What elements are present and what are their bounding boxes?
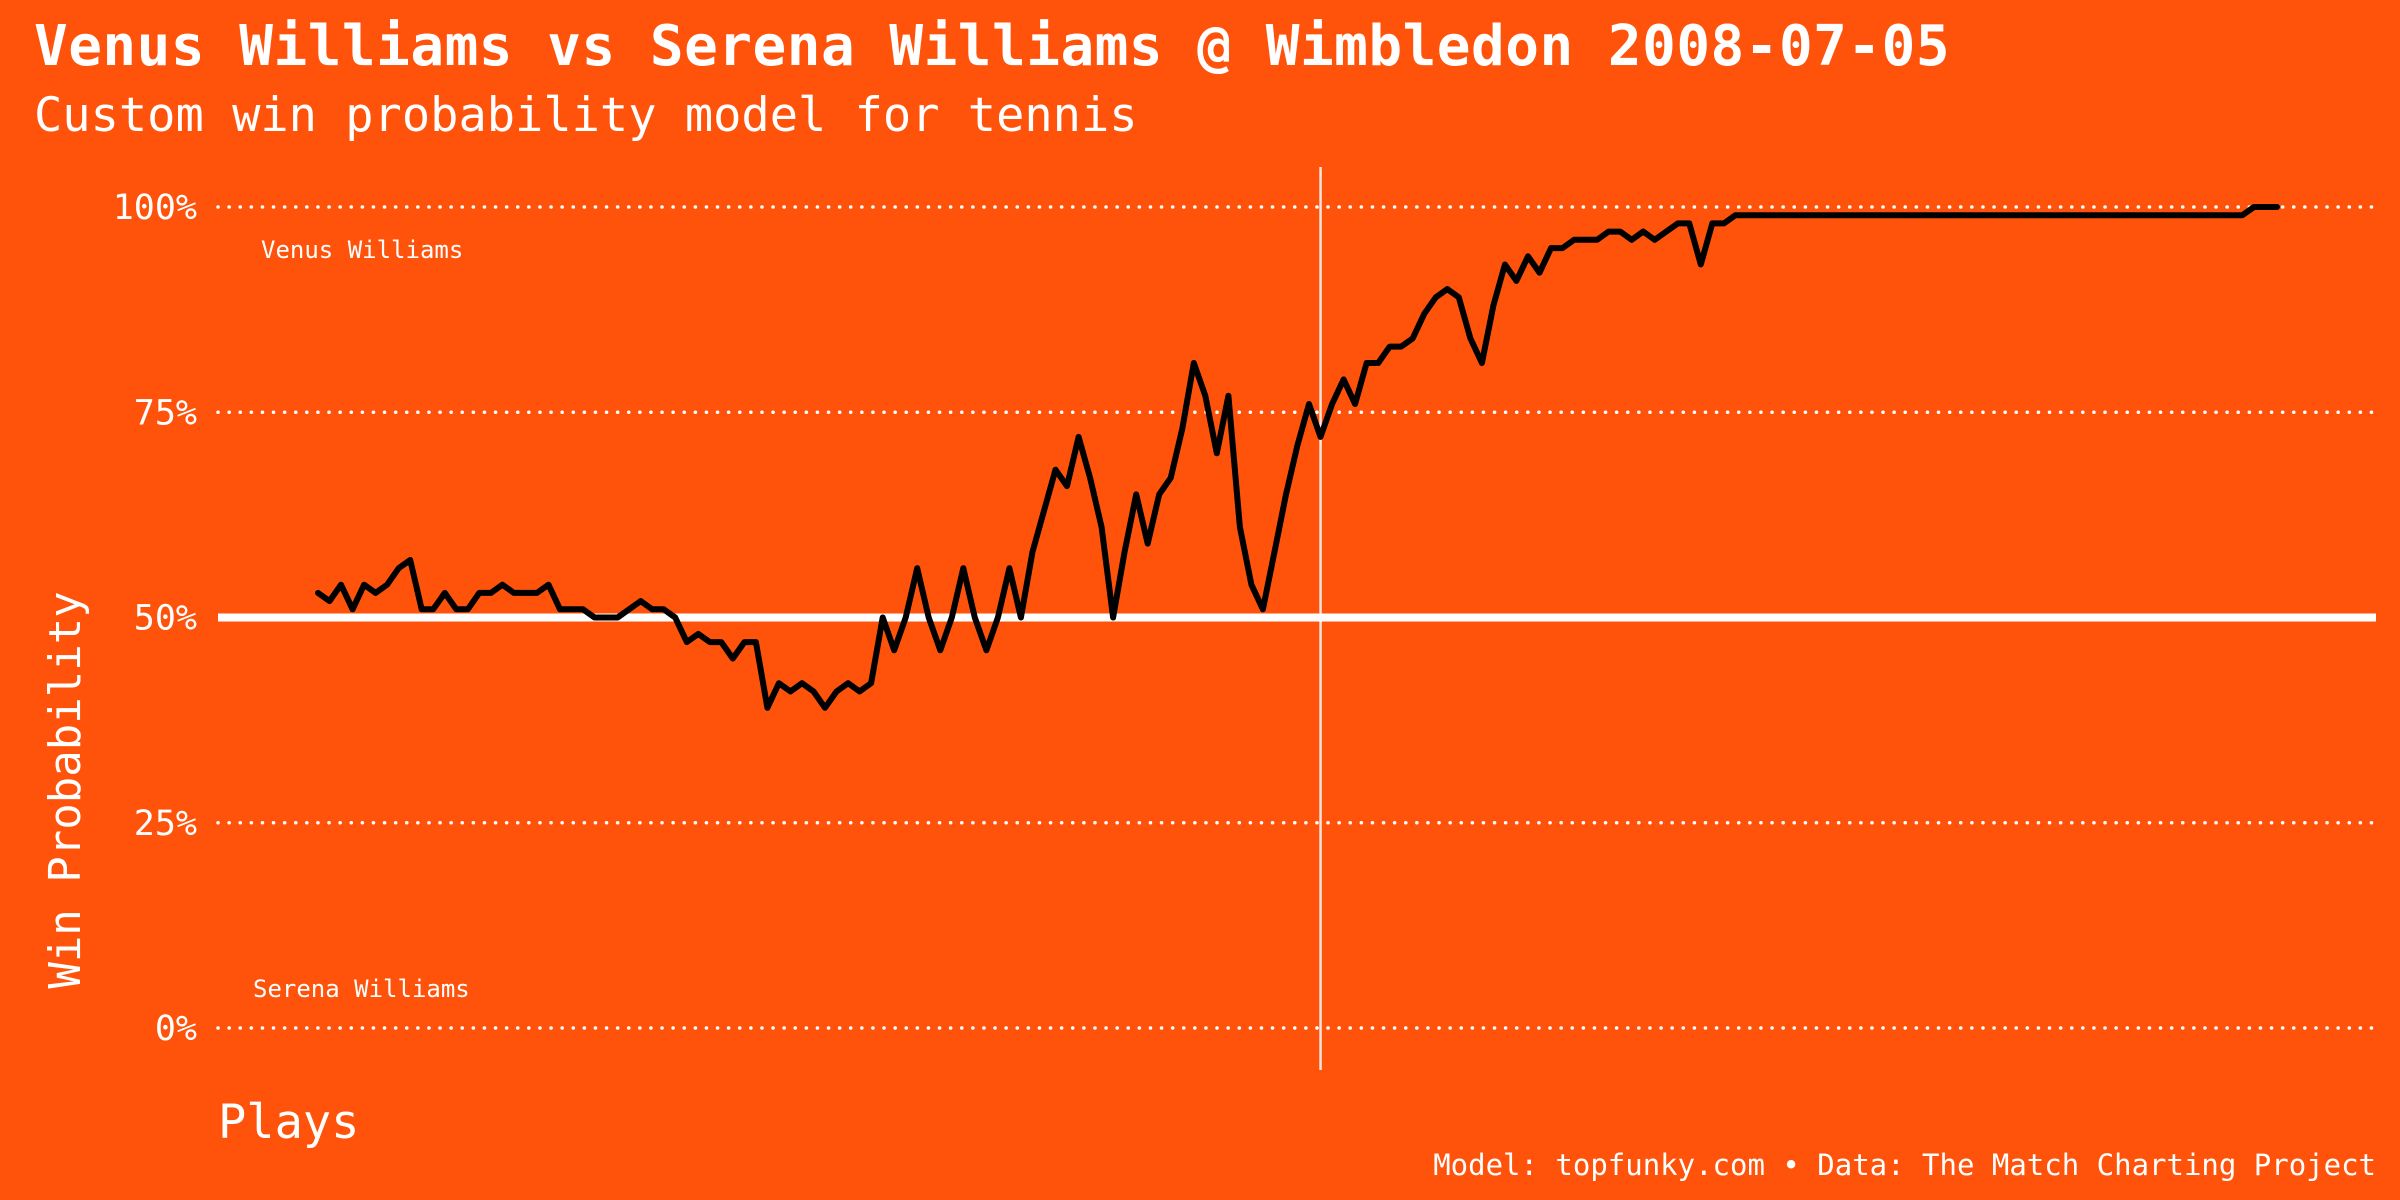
y-tick-label-4: 100% (113, 188, 197, 228)
win-probability-series-line (315, 204, 2280, 711)
y-tick-label-3: 75% (134, 393, 197, 433)
y-tick-label-0: 0% (155, 1009, 197, 1049)
source-caption: Model: topfunky.com • Data: The Match Ch… (1433, 1148, 2376, 1182)
y-tick-label-2: 50% (134, 599, 197, 639)
y-axis-label: Win Probability (40, 591, 91, 988)
grid-layer (216, 205, 2378, 1030)
chart-title: Venus Williams vs Serena Williams @ Wimb… (34, 14, 1951, 79)
y-tick-label-1: 25% (134, 804, 197, 844)
top-player-label: Venus Williams (261, 236, 463, 264)
x-axis-label: Plays (218, 1095, 359, 1150)
chart-subtitle: Custom win probability model for tennis (34, 88, 1138, 143)
tick-label-layer: 0% 25% 50% 75% 100% (113, 188, 197, 1049)
bottom-player-label: Serena Williams (253, 975, 470, 1003)
